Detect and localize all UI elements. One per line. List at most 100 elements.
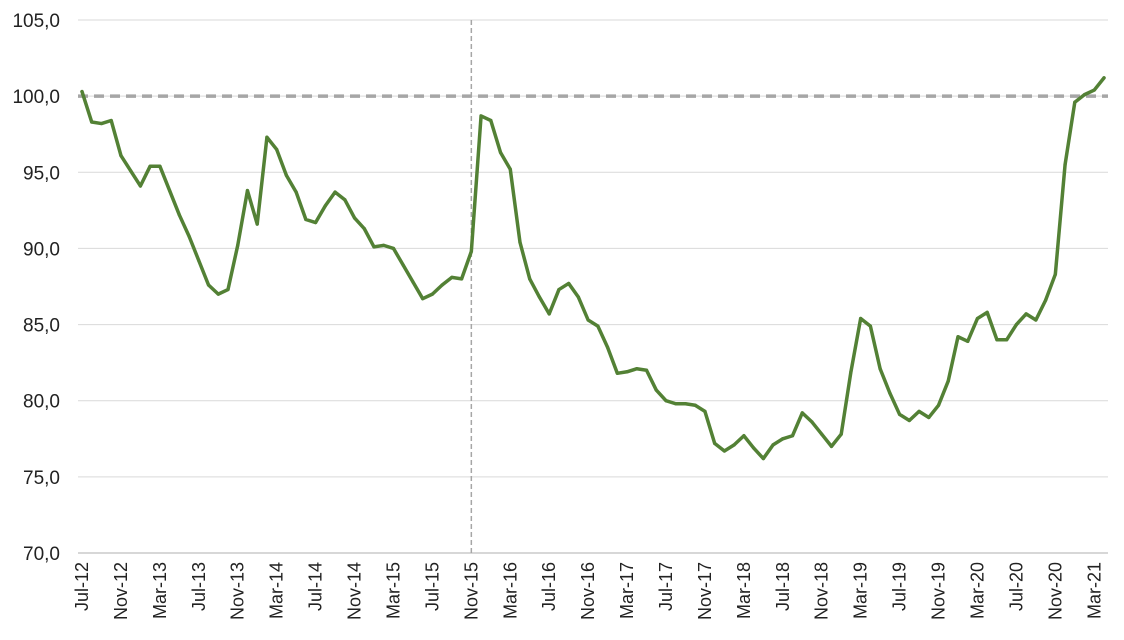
data-point — [985, 310, 989, 314]
x-tick-label: Mar-13 — [150, 562, 170, 619]
x-tick-label: Jul-19 — [890, 562, 910, 611]
data-point — [450, 275, 454, 279]
data-point — [148, 164, 152, 168]
data-point — [323, 204, 327, 208]
data-point — [304, 217, 308, 222]
data-point — [576, 295, 581, 299]
data-point — [615, 371, 619, 375]
data-point — [800, 411, 804, 415]
data-point — [975, 316, 980, 321]
data-point — [80, 89, 84, 94]
data-point — [333, 190, 337, 194]
data-point — [995, 338, 999, 342]
data-point — [781, 437, 785, 441]
data-point — [888, 391, 892, 395]
data-point — [430, 292, 434, 296]
data-point — [664, 399, 668, 403]
reference-lines — [78, 20, 1108, 553]
x-tick-label: Nov-12 — [111, 562, 131, 620]
x-tick-label: Mar-17 — [617, 562, 637, 619]
x-tick-label: Nov-18 — [812, 562, 832, 620]
data-point — [138, 184, 142, 188]
data-point — [284, 173, 288, 177]
data-point — [168, 188, 172, 193]
x-tick-label: Mar-20 — [967, 562, 987, 619]
data-point — [294, 190, 298, 194]
x-tick-label: Jul-13 — [189, 562, 209, 611]
data-point — [1082, 93, 1087, 97]
data-point — [109, 118, 113, 123]
data-point — [537, 295, 542, 299]
data-point — [1005, 338, 1009, 342]
data-point — [265, 135, 269, 139]
x-tick-label: Mar-14 — [267, 562, 287, 619]
data-point — [810, 420, 814, 424]
data-point — [898, 412, 902, 417]
data-point — [119, 153, 123, 158]
y-tick-label: 105,0 — [12, 11, 60, 32]
data-point — [625, 370, 629, 374]
data-point — [956, 335, 960, 339]
x-axis-ticks: Jul-12 Nov-12 Mar-13 Jul-13 Nov-13 Mar-14 Jul-… — [72, 562, 1104, 620]
x-tick-label: Mar-18 — [734, 562, 754, 619]
data-point — [187, 234, 191, 238]
data-point — [606, 345, 610, 350]
data-point — [927, 415, 931, 420]
data-point — [1092, 88, 1096, 92]
data-point — [703, 409, 707, 413]
data-point — [469, 249, 473, 254]
data-point — [839, 432, 843, 436]
data-point — [732, 443, 736, 447]
data-point — [946, 379, 950, 383]
data-point — [314, 220, 318, 225]
data-point — [245, 188, 250, 193]
data-point — [372, 245, 376, 249]
data-point — [206, 283, 211, 287]
series-line — [80, 76, 1106, 461]
data-point — [158, 164, 162, 168]
data-point — [216, 292, 220, 296]
data-point — [518, 240, 522, 244]
data-point — [761, 456, 765, 461]
data-point — [635, 367, 639, 371]
data-point — [508, 167, 512, 171]
x-tick-label: Nov-19 — [929, 562, 949, 620]
x-tick-label: Nov-15 — [461, 562, 481, 620]
data-point — [489, 118, 493, 123]
data-point — [421, 297, 425, 301]
data-point — [829, 444, 834, 448]
data-point — [936, 403, 941, 407]
data-point — [790, 434, 795, 438]
data-point — [722, 449, 727, 453]
data-point — [1024, 312, 1028, 316]
x-tick-label: Jul-15 — [422, 562, 442, 611]
data-point — [859, 316, 863, 321]
data-point — [1073, 100, 1077, 104]
x-tick-label: Jul-12 — [72, 562, 92, 611]
y-tick-label: 100,0 — [12, 87, 60, 108]
data-point — [1102, 76, 1106, 80]
y-tick-label: 85,0 — [23, 316, 60, 337]
data-point — [596, 324, 600, 328]
data-point — [557, 287, 561, 292]
data-point — [674, 402, 678, 406]
data-point — [1044, 298, 1048, 302]
data-point — [820, 432, 824, 436]
data-point — [849, 370, 853, 374]
y-tick-label: 90,0 — [23, 239, 60, 260]
data-point — [343, 198, 347, 202]
data-point — [236, 243, 240, 247]
data-point — [90, 120, 94, 124]
data-point — [129, 169, 133, 173]
data-point — [226, 287, 230, 292]
data-point — [498, 150, 503, 155]
data-point — [868, 324, 873, 328]
data-point — [460, 277, 464, 281]
data-point — [586, 318, 590, 322]
data-point — [1063, 163, 1067, 167]
data-point — [528, 277, 532, 281]
data-point — [966, 339, 970, 343]
data-point — [362, 227, 366, 231]
data-point — [440, 283, 444, 287]
data-point — [197, 259, 201, 263]
